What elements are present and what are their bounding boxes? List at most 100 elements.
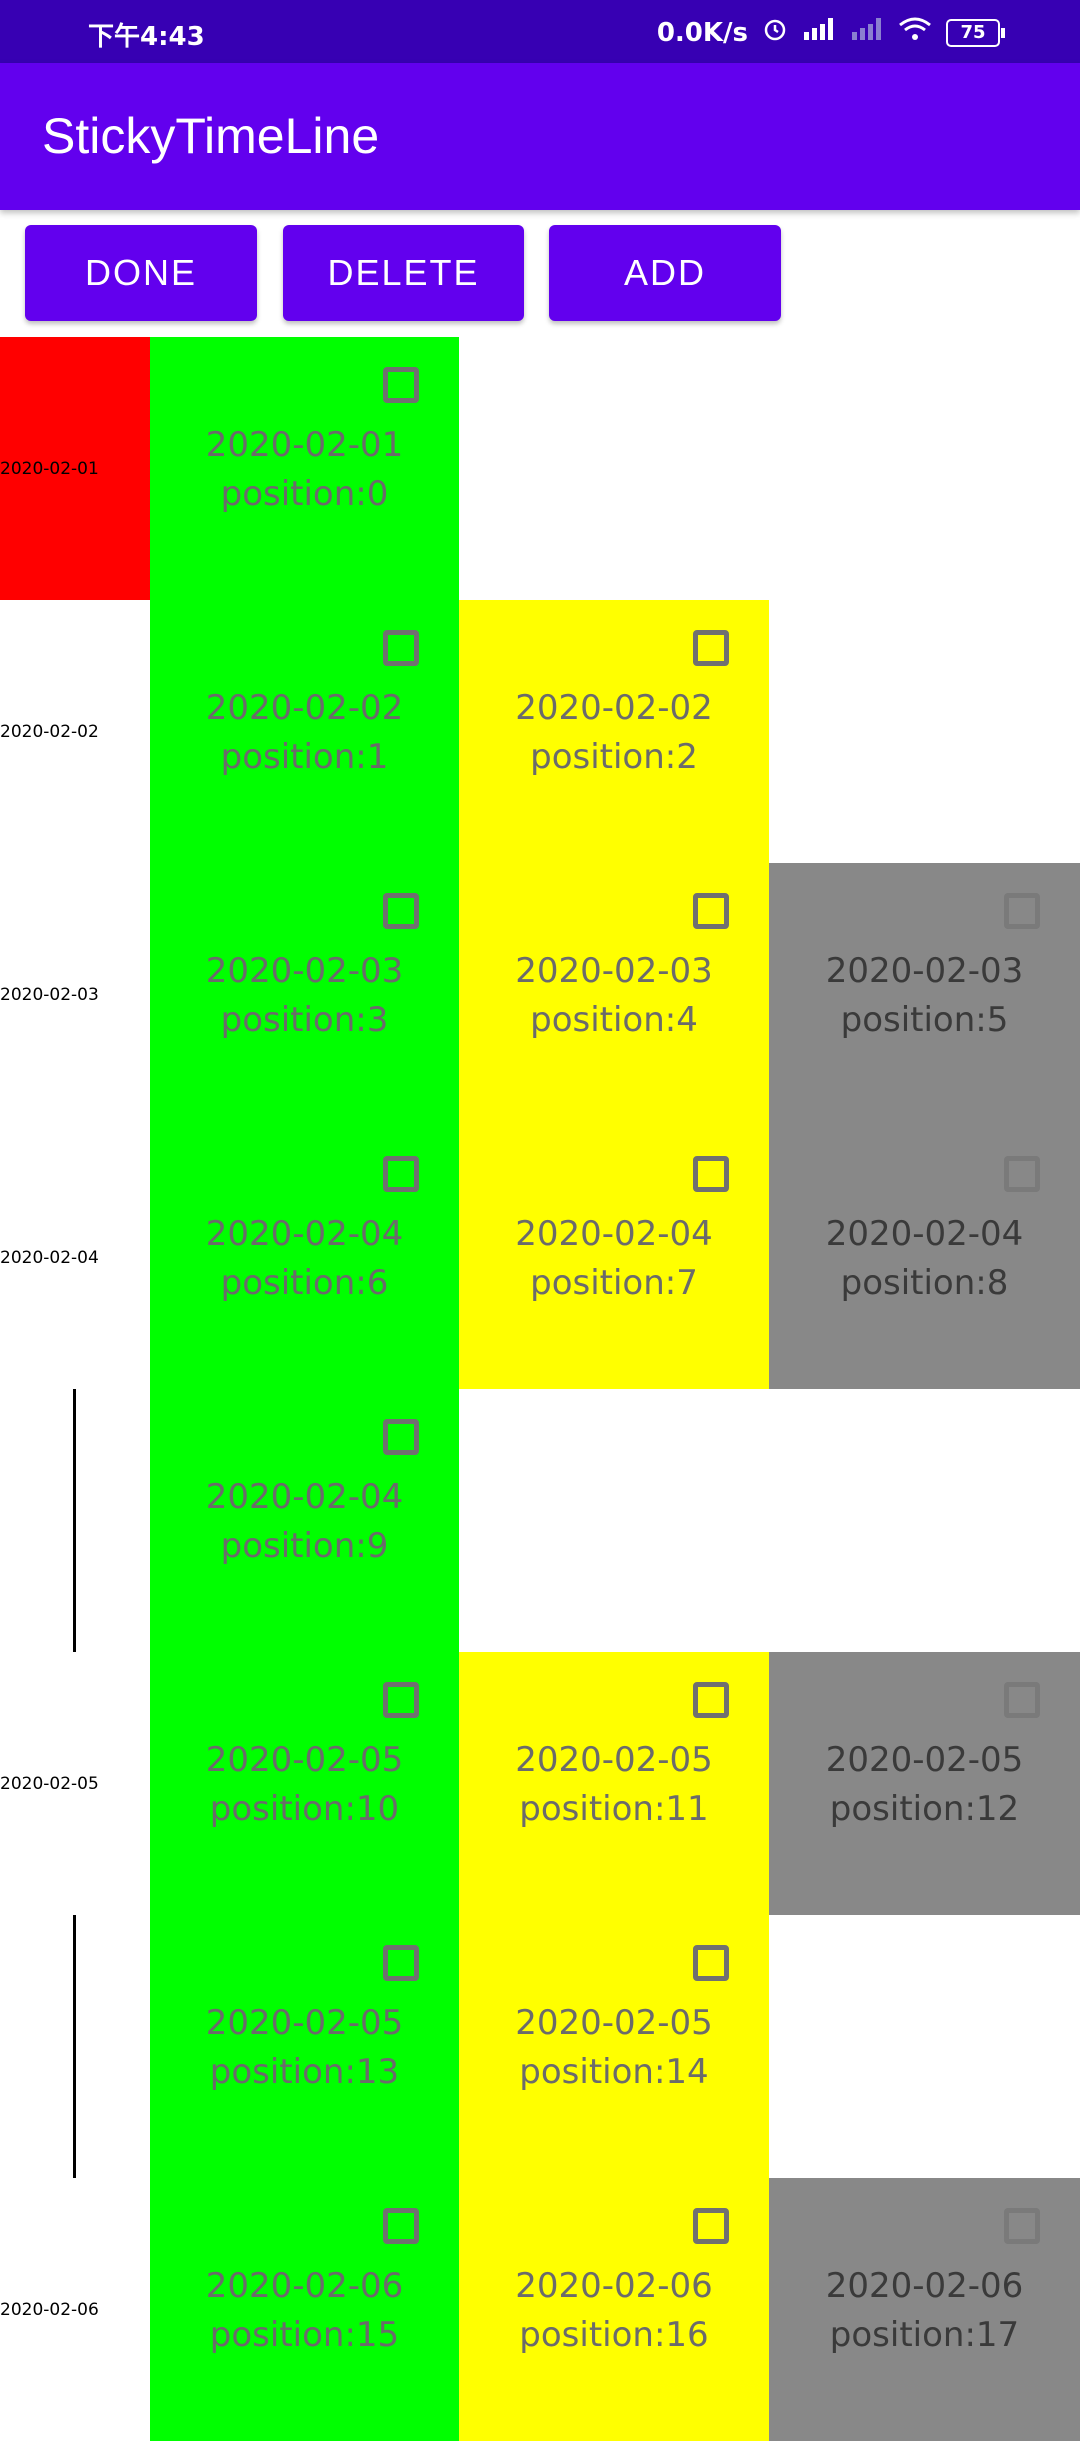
item-text: 2020-02-03 position:5 [769, 947, 1080, 1045]
hd-signal-icon [802, 16, 836, 49]
item-position: position:1 [220, 737, 389, 777]
list-item[interactable]: 2020-02-03 position:5 [769, 863, 1080, 1126]
item-text: 2020-02-01 position:0 [150, 421, 459, 519]
item-checkbox[interactable] [1004, 893, 1040, 929]
item-date: 2020-02-03 [515, 951, 713, 991]
item-text: 2020-02-04 position:6 [150, 1210, 459, 1308]
item-checkbox[interactable] [693, 893, 729, 929]
item-position: position:7 [530, 1263, 698, 1303]
item-text: 2020-02-05 position:10 [150, 1736, 459, 1834]
date-label: 2020-02-03 [0, 984, 99, 1005]
timeline-row: 2020-02-04 2020-02-04 position:6 2020-02-04… [0, 1126, 1080, 1389]
timeline-row: 2020-02-05 2020-02-05 position:10 2020-02-0… [0, 1652, 1080, 1915]
timeline-row: 2020-02-06 2020-02-06 position:15 2020-02-0… [0, 2178, 1080, 2441]
item-checkbox[interactable] [693, 630, 729, 666]
item-date: 2020-02-04 [515, 1214, 713, 1254]
timeline-row: 2020-02-02 2020-02-02 position:1 2020-02-02… [0, 600, 1080, 863]
item-text: 2020-02-05 position:11 [459, 1736, 769, 1834]
timeline-row: 2020-02-01 2020-02-01 position:0 [0, 337, 1080, 600]
item-checkbox[interactable] [693, 2208, 729, 2244]
item-position: position:9 [220, 1526, 389, 1566]
app-title: StickyTimeLine [42, 108, 380, 164]
add-button[interactable]: ADD [549, 225, 781, 321]
list-item[interactable]: 2020-02-04 position:8 [769, 1126, 1080, 1389]
item-checkbox[interactable] [1004, 2208, 1040, 2244]
item-date: 2020-02-04 [825, 1214, 1024, 1254]
item-position: position:12 [829, 1789, 1020, 1829]
item-date: 2020-02-02 [205, 688, 404, 728]
date-cell: 2020-02-03 [0, 863, 150, 1126]
date-cell [0, 1915, 150, 2178]
item-position: position:13 [209, 2052, 400, 2092]
date-cell: 2020-02-05 [0, 1652, 150, 1915]
list-item[interactable]: 2020-02-06 position:16 [459, 2178, 769, 2441]
battery-icon: 75 [946, 18, 1005, 47]
item-text: 2020-02-05 position:12 [769, 1736, 1080, 1834]
item-date: 2020-02-05 [825, 1740, 1024, 1780]
item-text: 2020-02-06 position:15 [150, 2262, 459, 2360]
list-item[interactable]: 2020-02-04 position:7 [459, 1126, 769, 1389]
item-date: 2020-02-05 [515, 1740, 713, 1780]
list-item[interactable]: 2020-02-06 position:17 [769, 2178, 1080, 2441]
item-position: position:14 [519, 2052, 709, 2092]
list-item[interactable]: 2020-02-05 position:12 [769, 1652, 1080, 1915]
item-text: 2020-02-03 position:4 [459, 947, 769, 1045]
alarm-icon [762, 16, 788, 49]
item-position: position:16 [519, 2315, 709, 2355]
item-date: 2020-02-04 [205, 1214, 404, 1254]
timeline-line [73, 1915, 76, 2178]
item-checkbox[interactable] [383, 2208, 419, 2244]
status-time: 下午4:43 [88, 22, 205, 52]
item-position: position:11 [519, 1789, 709, 1829]
date-cell: 2020-02-04 [0, 1126, 150, 1389]
item-checkbox[interactable] [383, 1945, 419, 1981]
list-item[interactable]: 2020-02-02 position:2 [459, 600, 769, 863]
item-date: 2020-02-05 [205, 1740, 404, 1780]
list-item[interactable]: 2020-02-05 position:13 [150, 1915, 459, 2178]
list-item[interactable]: 2020-02-01 position:0 [150, 337, 459, 600]
date-label: 2020-02-04 [0, 1247, 99, 1268]
list-item[interactable]: 2020-02-04 position:9 [150, 1389, 459, 1652]
item-date: 2020-02-05 [515, 2003, 713, 2043]
done-button[interactable]: DONE [25, 225, 257, 321]
item-text: 2020-02-02 position:2 [459, 684, 769, 782]
date-label: 2020-02-02 [0, 721, 99, 742]
item-checkbox[interactable] [693, 1945, 729, 1981]
list-item[interactable]: 2020-02-05 position:14 [459, 1915, 769, 2178]
timeline-row: 2020-02-03 2020-02-03 position:3 2020-02-03… [0, 863, 1080, 1126]
list-item[interactable]: 2020-02-04 position:6 [150, 1126, 459, 1389]
item-checkbox[interactable] [383, 630, 419, 666]
timeline-line [73, 1389, 76, 1652]
item-text: 2020-02-04 position:8 [769, 1210, 1080, 1308]
status-icons: 0.0K/s 75 [657, 16, 1005, 49]
list-item[interactable]: 2020-02-03 position:3 [150, 863, 459, 1126]
delete-button[interactable]: DELETE [283, 225, 524, 321]
list-item[interactable]: 2020-02-05 position:11 [459, 1652, 769, 1915]
list-item[interactable]: 2020-02-02 position:1 [150, 600, 459, 863]
item-checkbox[interactable] [383, 367, 419, 403]
item-position: position:0 [220, 474, 389, 514]
date-cell: 2020-02-02 [0, 600, 150, 863]
list-item[interactable]: 2020-02-05 position:10 [150, 1652, 459, 1915]
list-item[interactable]: 2020-02-03 position:4 [459, 863, 769, 1126]
item-date: 2020-02-04 [205, 1477, 404, 1517]
item-checkbox[interactable] [383, 893, 419, 929]
list-item[interactable]: 2020-02-06 position:15 [150, 2178, 459, 2441]
item-date: 2020-02-01 [205, 425, 404, 465]
app-bar: StickyTimeLine [0, 63, 1080, 210]
item-checkbox[interactable] [693, 1156, 729, 1192]
item-checkbox[interactable] [383, 1419, 419, 1455]
item-checkbox[interactable] [693, 1682, 729, 1718]
item-checkbox[interactable] [383, 1682, 419, 1718]
date-cell: 2020-02-06 [0, 2178, 150, 2441]
item-checkbox[interactable] [383, 1156, 419, 1192]
wifi-icon [898, 16, 932, 49]
item-text: 2020-02-02 position:1 [150, 684, 459, 782]
item-checkbox[interactable] [1004, 1682, 1040, 1718]
date-label: 2020-02-06 [0, 2299, 99, 2320]
date-cell [0, 1389, 150, 1652]
item-date: 2020-02-03 [205, 951, 404, 991]
item-date: 2020-02-03 [825, 951, 1024, 991]
item-checkbox[interactable] [1004, 1156, 1040, 1192]
status-bar: 下午4:43 0.0K/s 75 [0, 0, 1080, 63]
